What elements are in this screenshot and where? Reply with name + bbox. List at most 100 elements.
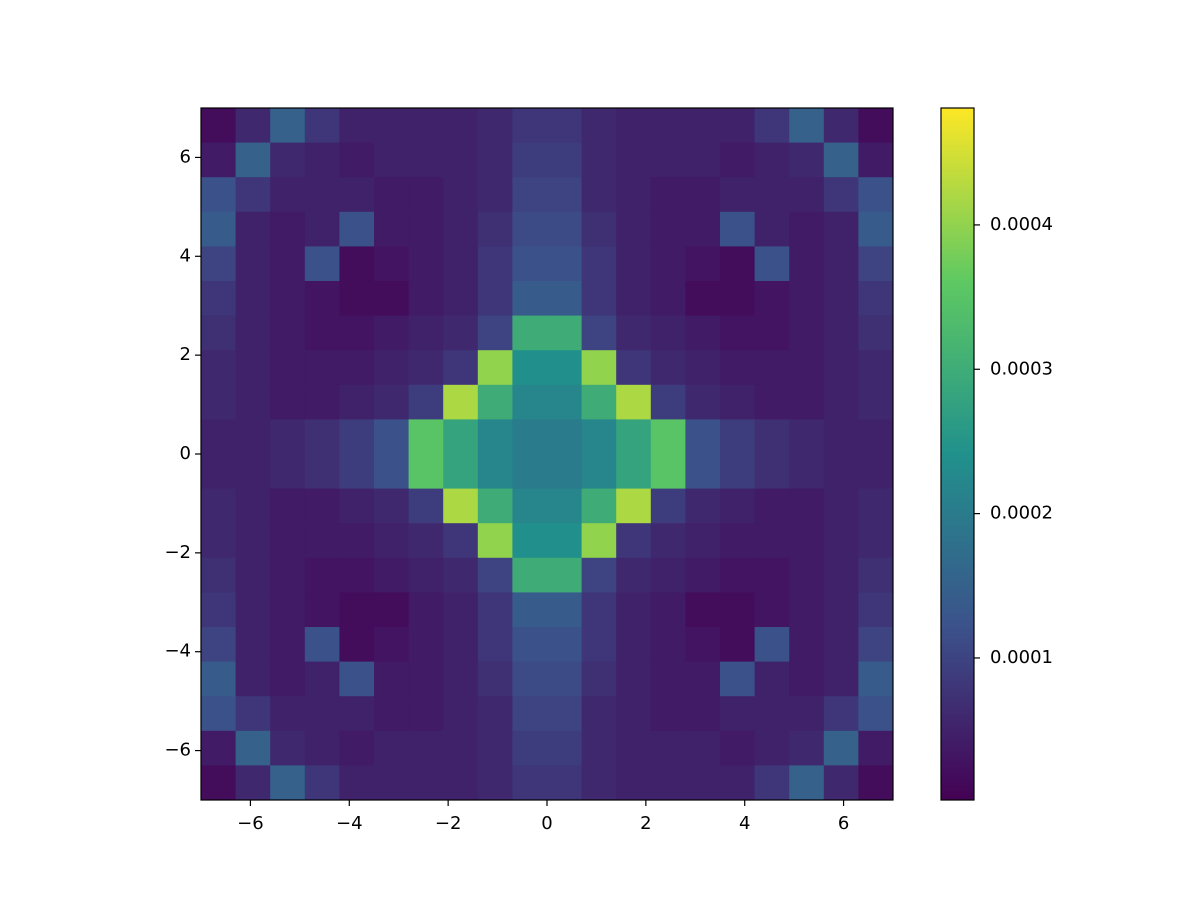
heat-cell	[720, 730, 756, 766]
heat-cell	[201, 627, 237, 663]
heat-cell	[512, 765, 548, 801]
heat-cell	[858, 177, 894, 213]
heat-cell	[720, 281, 756, 317]
heat-cell	[789, 730, 825, 766]
heat-cell	[201, 246, 237, 282]
heat-cell	[512, 384, 548, 420]
heat-cell	[304, 730, 340, 766]
heat-cell	[858, 246, 894, 282]
heat-cell	[235, 246, 271, 282]
heat-cell	[235, 384, 271, 420]
heat-cell	[858, 488, 894, 524]
heat-cell	[754, 177, 790, 213]
heat-cell	[754, 281, 790, 317]
heat-cell	[304, 315, 340, 351]
heat-cell	[339, 696, 375, 732]
x-tick-label: −4	[336, 813, 363, 834]
heat-cell	[685, 211, 721, 247]
heat-cell	[512, 454, 548, 490]
heat-cell	[235, 211, 271, 247]
y-tick-label: −6	[164, 740, 191, 761]
heat-cell	[408, 142, 444, 178]
heat-cell	[235, 592, 271, 628]
heat-cell	[858, 350, 894, 386]
heat-cell	[547, 488, 583, 524]
heat-cell	[547, 108, 583, 144]
heat-cell	[270, 730, 306, 766]
heat-cell	[374, 315, 410, 351]
heat-cell	[270, 142, 306, 178]
heat-cell	[823, 142, 859, 178]
heat-cell	[754, 419, 790, 455]
heat-cell	[616, 177, 652, 213]
heat-cell	[443, 142, 479, 178]
heat-cell	[685, 627, 721, 663]
heat-cell	[754, 350, 790, 386]
heat-cell	[374, 454, 410, 490]
heat-cell	[235, 488, 271, 524]
heat-cell	[270, 696, 306, 732]
heat-cell	[754, 246, 790, 282]
heat-cell	[408, 419, 444, 455]
heat-cell	[512, 488, 548, 524]
heat-cell	[512, 281, 548, 317]
heat-cell	[408, 281, 444, 317]
heat-cell	[720, 315, 756, 351]
heat-cell	[754, 696, 790, 732]
heat-cell	[650, 142, 686, 178]
heat-cell	[477, 315, 513, 351]
heat-cell	[304, 661, 340, 697]
heat-cell	[754, 488, 790, 524]
heat-cell	[685, 765, 721, 801]
heat-cell	[512, 557, 548, 593]
heat-cell	[823, 177, 859, 213]
heat-cell	[650, 419, 686, 455]
heat-cell	[823, 765, 859, 801]
heat-cell	[339, 627, 375, 663]
heat-cell	[304, 765, 340, 801]
heat-cell	[443, 246, 479, 282]
heat-cell	[650, 350, 686, 386]
heat-cell	[789, 661, 825, 697]
heat-cell	[270, 384, 306, 420]
heat-cell	[270, 177, 306, 213]
heat-cell	[477, 488, 513, 524]
heat-cell	[270, 557, 306, 593]
heat-cell	[270, 661, 306, 697]
heat-cell	[374, 108, 410, 144]
heat-cell	[685, 592, 721, 628]
heat-cell	[547, 142, 583, 178]
heat-cell	[374, 281, 410, 317]
heat-cell	[304, 384, 340, 420]
heat-cell	[339, 557, 375, 593]
heat-cell	[789, 315, 825, 351]
heat-cell	[443, 211, 479, 247]
heat-cell	[685, 454, 721, 490]
heat-cell	[685, 350, 721, 386]
heat-cell	[789, 627, 825, 663]
heat-cell	[858, 661, 894, 697]
heat-cell	[823, 454, 859, 490]
heat-cell	[823, 661, 859, 697]
heat-cell	[720, 419, 756, 455]
heat-cell	[789, 384, 825, 420]
heat-cell	[443, 384, 479, 420]
heat-cell	[374, 592, 410, 628]
heat-cell	[477, 350, 513, 386]
heat-cell	[201, 315, 237, 351]
heat-cell	[685, 315, 721, 351]
heat-cell	[823, 246, 859, 282]
heat-cell	[754, 592, 790, 628]
heat-cell	[685, 384, 721, 420]
heat-cell	[650, 211, 686, 247]
heat-cell	[858, 557, 894, 593]
heat-cell	[270, 419, 306, 455]
heat-cell	[270, 246, 306, 282]
heat-cell	[512, 108, 548, 144]
heat-cell	[547, 696, 583, 732]
heat-cell	[201, 765, 237, 801]
heat-cell	[235, 696, 271, 732]
heat-cell	[201, 592, 237, 628]
heat-cell	[374, 661, 410, 697]
